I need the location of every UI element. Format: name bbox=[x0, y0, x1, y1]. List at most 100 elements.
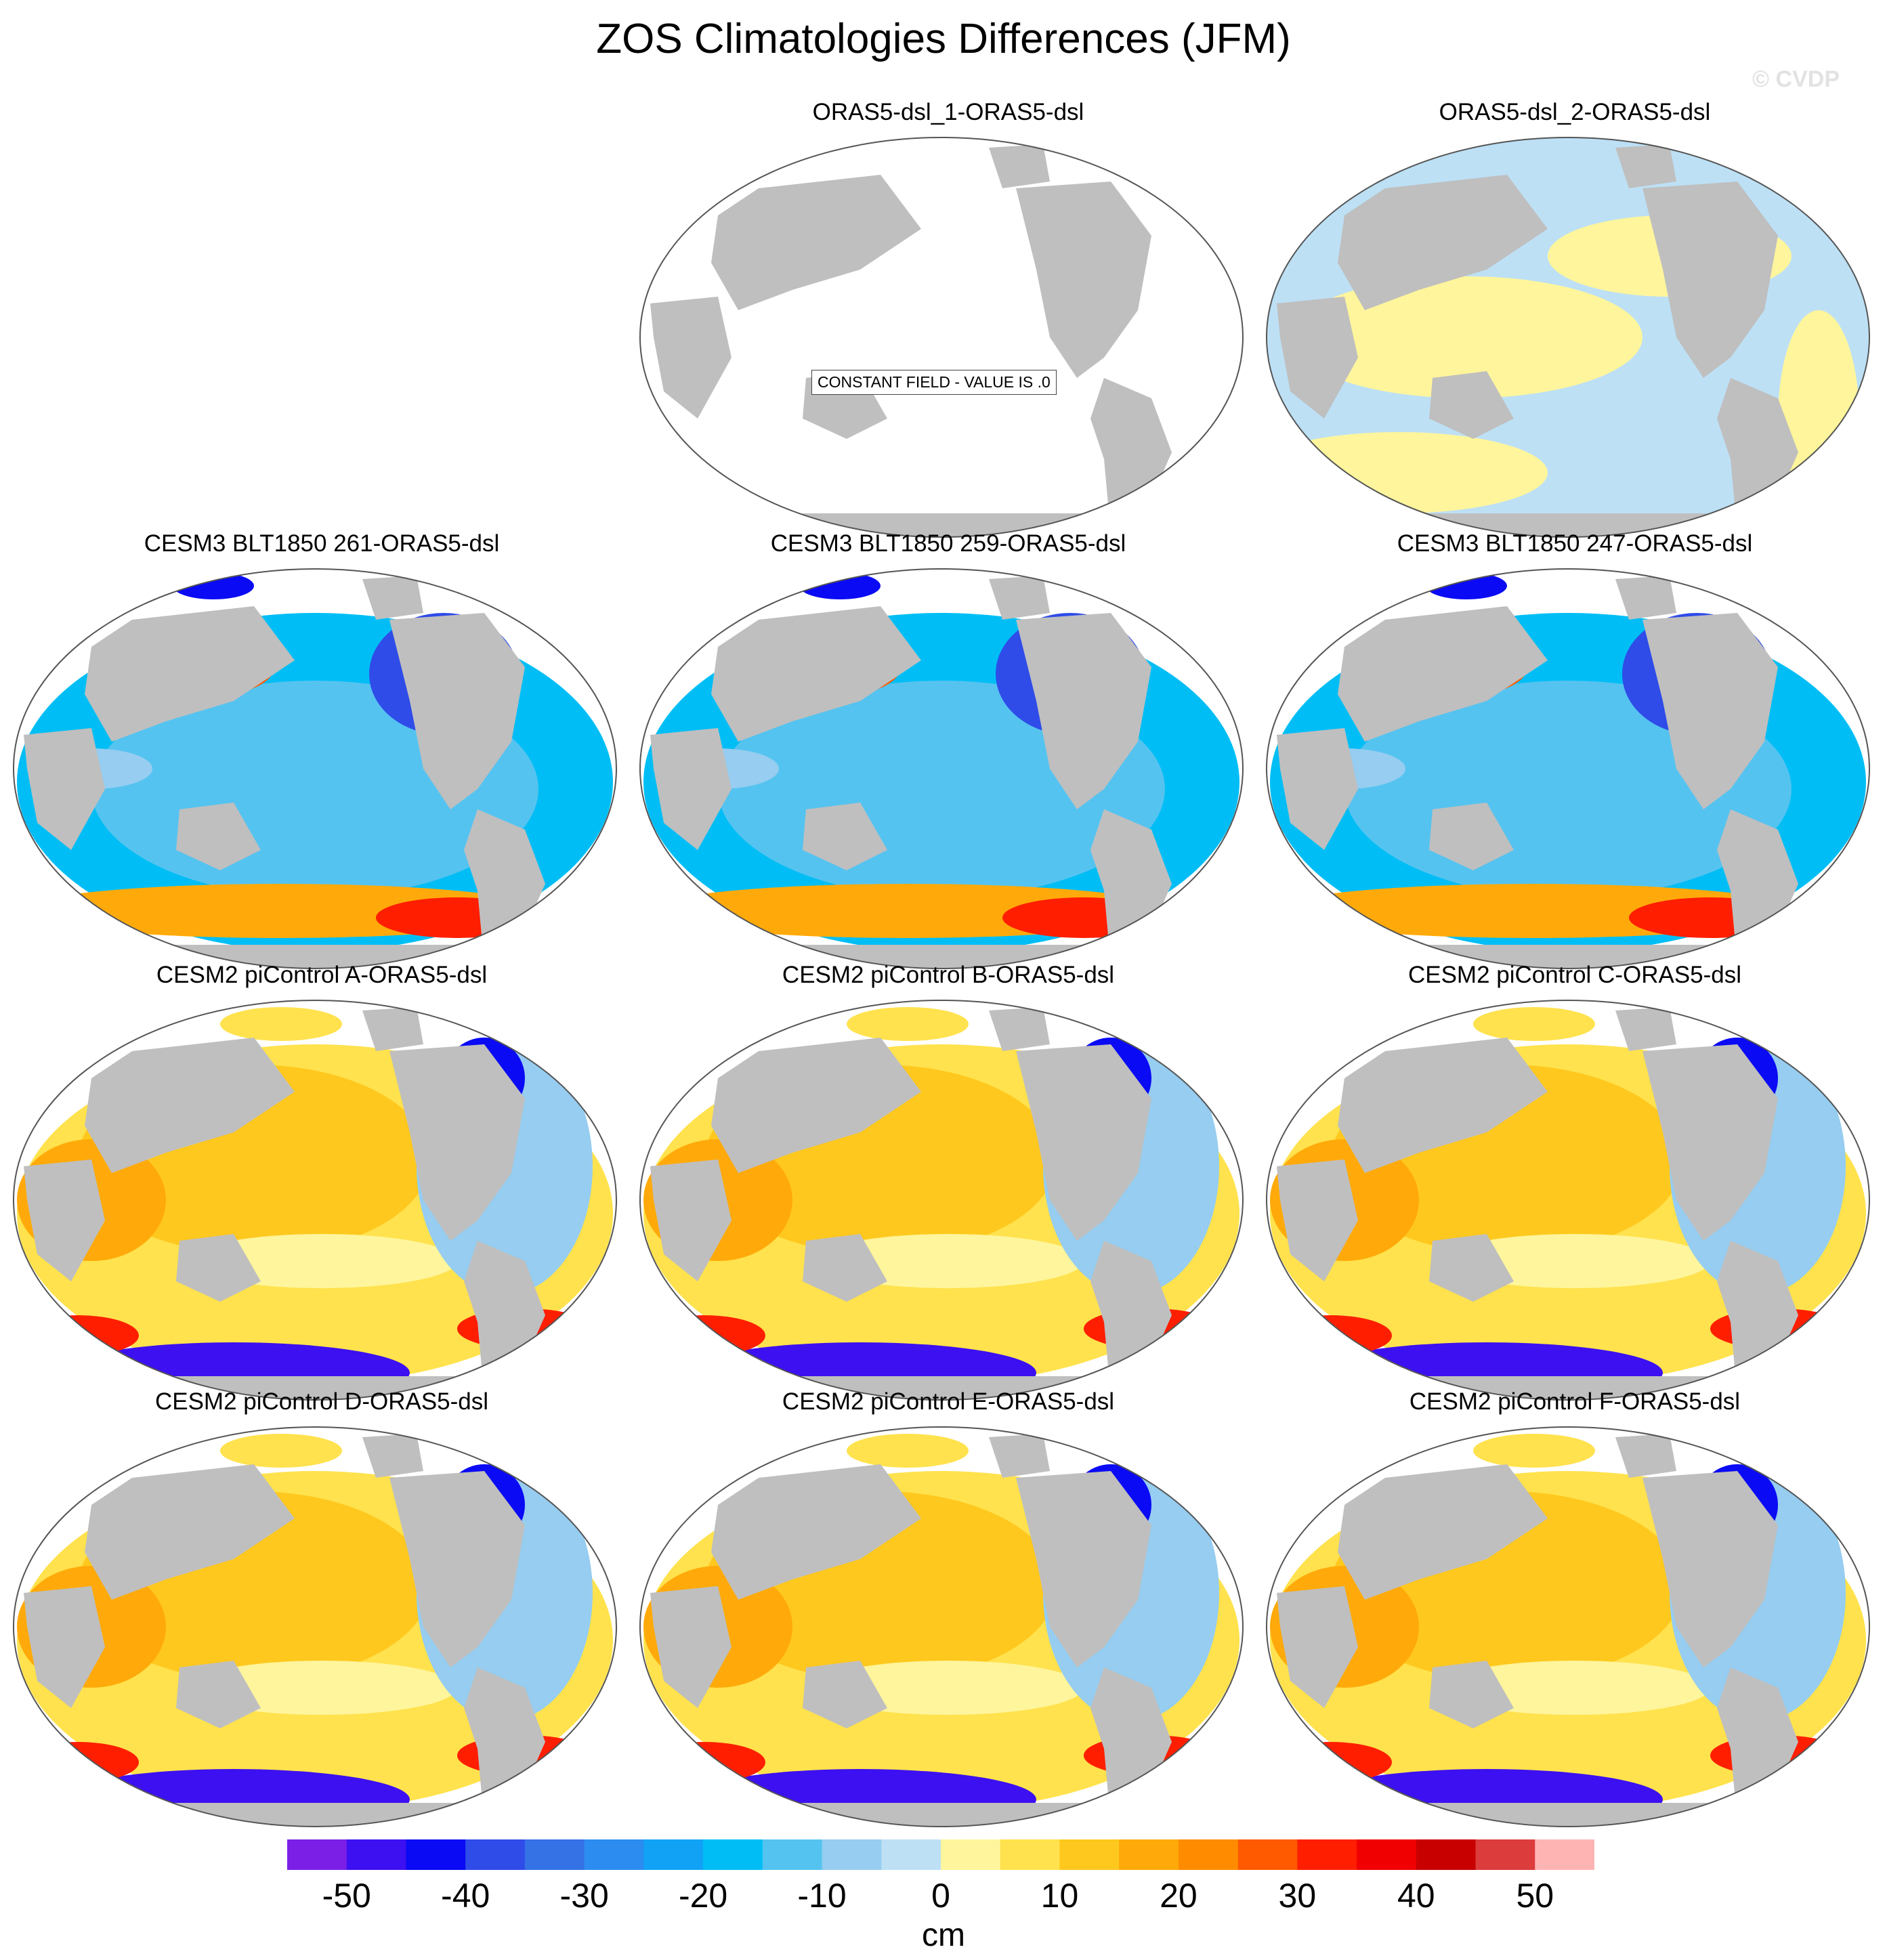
map-panel: CESM2 piControl B-ORAS5-dsl bbox=[637, 962, 1260, 1401]
north-america-land bbox=[1642, 613, 1778, 809]
north-america-land bbox=[1016, 613, 1151, 809]
asia-land bbox=[1338, 1038, 1548, 1173]
panel-title: CESM2 piControl E-ORAS5-dsl bbox=[782, 1388, 1115, 1415]
asia-land bbox=[1338, 175, 1548, 310]
north-america-land bbox=[389, 613, 525, 809]
map-outline bbox=[13, 568, 617, 969]
panel-title: ORAS5-dsl_2-ORAS5-dsl bbox=[1439, 99, 1711, 125]
colorbar-tick-labels: -50 -40 -30 -20 -10 0 10 20 30 40 50 bbox=[0, 1876, 1887, 1923]
map-plot bbox=[1266, 137, 1870, 538]
colorbar-tick-label: -40 bbox=[441, 1877, 490, 1915]
colorbar-tick-label: 10 bbox=[1040, 1877, 1079, 1915]
map-plot bbox=[639, 1000, 1244, 1401]
field-anomaly bbox=[1426, 572, 1507, 599]
map-outline bbox=[639, 137, 1244, 538]
asia-land bbox=[85, 1464, 295, 1600]
north-america-land bbox=[389, 1044, 525, 1241]
colorbar-swatch bbox=[524, 1839, 585, 1870]
map-plot bbox=[639, 568, 1244, 969]
africa-europe-land bbox=[24, 728, 105, 850]
greenland-land bbox=[362, 576, 423, 620]
field-anomaly bbox=[1270, 1742, 1392, 1783]
australia-land bbox=[1429, 803, 1514, 870]
colorbar-units: cm bbox=[922, 1917, 965, 1953]
colorbar-swatch bbox=[1059, 1839, 1120, 1870]
map-panel: ORAS5-dsl_1-ORAS5-dsl CONSTANT FIELD - VA… bbox=[637, 99, 1260, 538]
australia-land bbox=[1429, 371, 1514, 439]
map-outline bbox=[13, 1426, 617, 1827]
north-america-land bbox=[389, 1471, 525, 1667]
colorbar-swatch bbox=[1535, 1839, 1594, 1870]
colorbar-swatch bbox=[1297, 1839, 1357, 1870]
colorbar-swatch bbox=[881, 1839, 941, 1870]
panel-title: CESM3 BLT1850 247-ORAS5-dsl bbox=[1397, 530, 1753, 557]
map-outline bbox=[1266, 137, 1870, 538]
africa-europe-land bbox=[650, 728, 732, 850]
africa-europe-land bbox=[24, 1159, 105, 1281]
panel-title: CESM2 piControl D-ORAS5-dsl bbox=[154, 1388, 489, 1415]
colorbar-tick-label: -20 bbox=[678, 1877, 728, 1915]
panel-title: CESM2 piControl A-ORAS5-dsl bbox=[156, 962, 488, 988]
australia-land bbox=[176, 1661, 261, 1728]
map-plot bbox=[13, 1000, 617, 1401]
map-plot bbox=[1266, 1000, 1870, 1401]
colorbar-swatch bbox=[703, 1839, 763, 1870]
field-band bbox=[1473, 1007, 1595, 1041]
asia-land bbox=[85, 1038, 295, 1173]
colorbar-swatch bbox=[1237, 1839, 1298, 1870]
constant-field-label: CONSTANT FIELD - VALUE IS .0 bbox=[811, 370, 1057, 395]
colorbar-swatch bbox=[1000, 1839, 1060, 1870]
africa-europe-land bbox=[1277, 1159, 1358, 1281]
colorbar-tick-label: 50 bbox=[1516, 1877, 1554, 1915]
map-outline bbox=[639, 1426, 1244, 1827]
asia-land bbox=[85, 606, 295, 742]
map-panel: CESM2 piControl D-ORAS5-dsl bbox=[10, 1388, 633, 1827]
colorbar-swatch bbox=[1357, 1839, 1417, 1870]
colorbar-tick-label: -50 bbox=[322, 1877, 371, 1915]
panel-title: CESM2 piControl B-ORAS5-dsl bbox=[782, 962, 1115, 988]
colorbar-swatch bbox=[406, 1839, 466, 1870]
field-anomaly bbox=[799, 572, 881, 599]
greenland-land bbox=[1615, 1434, 1676, 1478]
map-plot bbox=[639, 137, 1244, 538]
greenland-land bbox=[1615, 144, 1676, 188]
colorbar-tick-label: -30 bbox=[559, 1877, 609, 1915]
colorbar-swatch bbox=[822, 1839, 882, 1870]
field-band bbox=[1290, 276, 1642, 398]
north-america-land bbox=[1642, 1471, 1778, 1667]
asia-land bbox=[711, 1038, 921, 1173]
greenland-land bbox=[1615, 1007, 1676, 1051]
colorbar bbox=[287, 1839, 1594, 1870]
north-america-land bbox=[1016, 1044, 1151, 1241]
map-outline bbox=[1266, 1000, 1870, 1401]
colorbar-tick-label: 20 bbox=[1160, 1877, 1197, 1915]
field-band bbox=[1267, 432, 1548, 513]
map-panel: CESM2 piControl A-ORAS5-dsl bbox=[10, 962, 633, 1401]
north-america-land bbox=[1642, 1044, 1778, 1241]
panel-title: ORAS5-dsl_1-ORAS5-dsl bbox=[812, 99, 1084, 125]
north-america-land bbox=[1016, 182, 1151, 378]
map-outline bbox=[1266, 1426, 1870, 1827]
colorbar-swatch bbox=[643, 1839, 704, 1870]
colorbar-swatch bbox=[584, 1839, 644, 1870]
north-america-land bbox=[1642, 182, 1778, 378]
colorbar-swatch bbox=[1416, 1839, 1477, 1870]
colorbar-swatch bbox=[1475, 1839, 1535, 1870]
australia-land bbox=[803, 1661, 887, 1728]
colorbar-swatch bbox=[941, 1839, 1001, 1870]
field-anomaly bbox=[17, 1315, 139, 1356]
greenland-land bbox=[989, 1434, 1050, 1478]
colorbar-tick-label: 40 bbox=[1397, 1877, 1435, 1915]
asia-land bbox=[711, 606, 921, 742]
colorbar-tick-label: -10 bbox=[797, 1877, 847, 1915]
colorbar-swatch bbox=[762, 1839, 823, 1870]
panel-title: CESM3 BLT1850 261-ORAS5-dsl bbox=[144, 530, 500, 557]
map-outline bbox=[1266, 568, 1870, 969]
field-anomaly bbox=[643, 1742, 765, 1783]
australia-land bbox=[1429, 1234, 1514, 1302]
panel-title: CESM3 BLT1850 259-ORAS5-dsl bbox=[770, 530, 1126, 557]
map-plot bbox=[639, 1426, 1244, 1827]
panel-title: CESM2 piControl C-ORAS5-dsl bbox=[1407, 962, 1742, 988]
field-anomaly bbox=[173, 572, 254, 599]
figure-title: ZOS Climatologies Differences (JFM) bbox=[596, 16, 1291, 62]
